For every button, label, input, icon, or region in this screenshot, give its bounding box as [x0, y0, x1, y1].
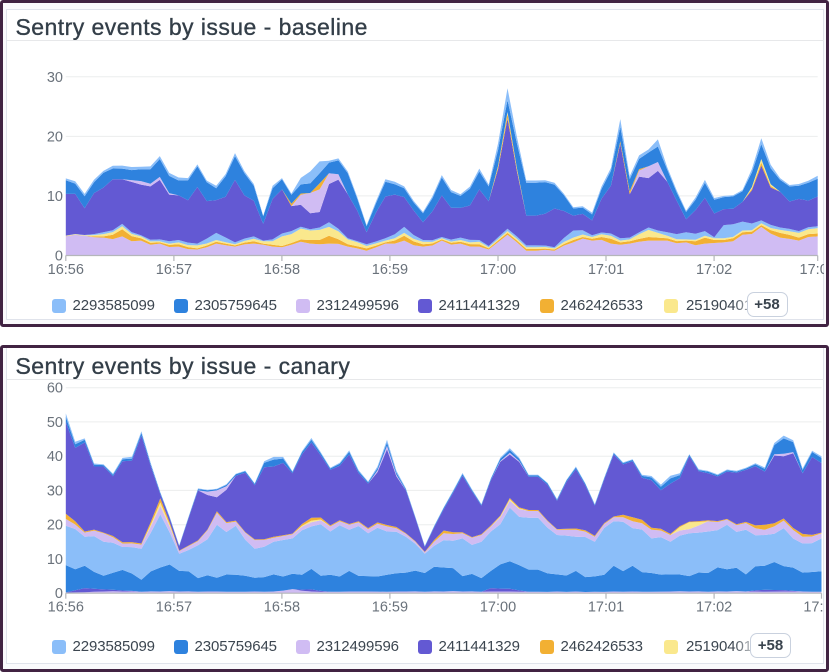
svg-text:16:58: 16:58 — [263, 262, 299, 278]
svg-text:0: 0 — [54, 249, 62, 265]
svg-text:10: 10 — [46, 189, 62, 205]
svg-text:16:58: 16:58 — [263, 600, 299, 616]
svg-text:17:01: 17:01 — [587, 600, 623, 616]
svg-text:50: 50 — [46, 415, 62, 431]
svg-text:16:59: 16:59 — [371, 262, 407, 278]
svg-text:17:02: 17:02 — [695, 262, 731, 278]
svg-text:30: 30 — [46, 483, 62, 499]
svg-text:16:57: 16:57 — [155, 262, 191, 278]
svg-text:17:00: 17:00 — [479, 262, 515, 278]
svg-text:40: 40 — [46, 449, 62, 465]
svg-text:16:57: 16:57 — [155, 600, 191, 616]
svg-text:16:56: 16:56 — [47, 262, 83, 278]
svg-text:16:59: 16:59 — [371, 600, 407, 616]
svg-text:17:00: 17:00 — [479, 600, 515, 616]
svg-text:30: 30 — [46, 70, 62, 86]
svg-text:16:56: 16:56 — [47, 600, 83, 616]
svg-text:17:02: 17:02 — [695, 600, 731, 616]
svg-text:20: 20 — [46, 129, 62, 145]
svg-text:17:01: 17:01 — [587, 262, 623, 278]
svg-text:20: 20 — [46, 518, 62, 534]
svg-text:0: 0 — [54, 586, 62, 602]
svg-text:17:03: 17:03 — [799, 262, 823, 278]
svg-text:10: 10 — [46, 552, 62, 568]
svg-text:17:03: 17:03 — [803, 600, 824, 616]
svg-text:60: 60 — [46, 381, 62, 397]
